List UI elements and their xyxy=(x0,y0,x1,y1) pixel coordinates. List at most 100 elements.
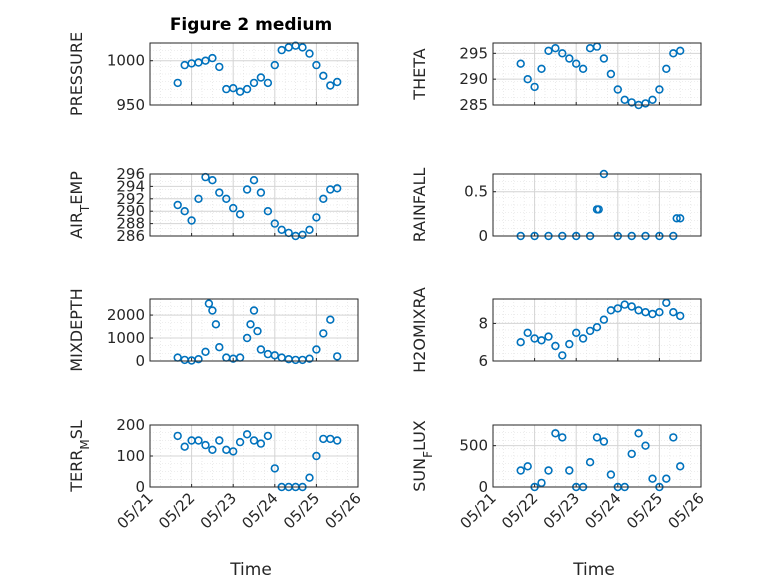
subplot-pressure: 950 1000 PRESSURE xyxy=(67,32,359,116)
y-axis-label: AIRTEMP xyxy=(67,171,92,239)
data-point xyxy=(530,82,539,92)
x-tick-label: 05/26 xyxy=(665,489,708,532)
x-tick-label: 05/23 xyxy=(540,489,583,532)
data-point xyxy=(211,320,221,329)
data-point xyxy=(648,474,657,483)
y-tick-label: 292 xyxy=(116,190,145,208)
x-tick-label: 05/23 xyxy=(197,489,240,532)
data-point xyxy=(201,56,210,65)
data-point xyxy=(655,85,664,94)
data-point xyxy=(319,71,328,81)
data-point xyxy=(578,334,588,343)
data-point xyxy=(571,59,581,68)
data-point xyxy=(669,49,678,58)
axes-box xyxy=(492,173,702,237)
data-point xyxy=(305,225,314,235)
data-point xyxy=(523,328,532,337)
subplot-theta: 285 290 295 THETA xyxy=(410,42,702,114)
x-tick-label: 05/24 xyxy=(238,489,281,532)
data-point xyxy=(173,200,182,210)
data-point xyxy=(675,46,685,55)
data-point xyxy=(312,213,321,222)
x-tick-label: 05/25 xyxy=(623,489,666,532)
data-point xyxy=(585,326,595,336)
y-tick-label: 100 xyxy=(116,447,145,465)
axes-box xyxy=(149,424,359,488)
data-point xyxy=(551,43,560,53)
data-point xyxy=(675,462,685,471)
y-tick-label: 285 xyxy=(459,96,488,114)
y-tick-label: 296 xyxy=(116,165,145,183)
data-point xyxy=(235,87,245,96)
data-point xyxy=(173,78,182,88)
data-point xyxy=(516,338,525,347)
data-point xyxy=(222,194,231,204)
data-point xyxy=(537,336,546,345)
data-point xyxy=(249,436,259,445)
y-tick-label: 286 xyxy=(116,227,145,245)
data-point xyxy=(599,315,609,324)
data-point xyxy=(326,81,335,90)
data-point xyxy=(256,73,266,82)
subplot-sun-flux: 05/2105/2205/2305/2405/2505/260500SUNFLU… xyxy=(410,420,708,532)
y-tick-label: 6 xyxy=(478,352,488,370)
y-tick-label: 0 xyxy=(135,478,145,496)
data-point xyxy=(662,64,671,74)
data-point xyxy=(675,214,685,223)
data-point xyxy=(571,328,581,337)
data-point xyxy=(333,77,342,87)
data-point xyxy=(201,347,210,356)
y-tick-label: 950 xyxy=(116,96,145,114)
data-point xyxy=(173,431,182,441)
data-point xyxy=(627,302,636,311)
data-point xyxy=(606,69,616,79)
data-point xyxy=(235,210,245,219)
data-point xyxy=(208,176,217,185)
data-point xyxy=(263,207,273,216)
data-point xyxy=(215,436,224,445)
data-point xyxy=(599,437,609,446)
subplot-terr-msl: 05/2105/2205/2305/2405/2505/260100200TER… xyxy=(67,416,365,532)
axes-box xyxy=(149,298,359,362)
x-tick-label: 05/26 xyxy=(322,489,365,532)
y-axis-label: MIXDEPTH xyxy=(67,288,86,371)
data-point xyxy=(544,466,553,475)
data-point xyxy=(208,306,217,315)
data-point xyxy=(672,214,681,223)
data-point xyxy=(242,185,252,194)
data-point xyxy=(578,64,588,74)
subplot-mixdepth: 0 1000 2000 MIXDEPTH xyxy=(67,288,359,372)
y-tick-label: 0.5 xyxy=(464,183,488,201)
data-point xyxy=(180,207,189,216)
data-point xyxy=(565,54,574,63)
data-point xyxy=(551,341,560,351)
data-point xyxy=(242,430,252,439)
data-point xyxy=(627,449,636,459)
data-point xyxy=(620,95,629,105)
data-point xyxy=(606,470,616,479)
data-point xyxy=(319,329,328,338)
data-point xyxy=(215,343,224,352)
y-tick-label: 290 xyxy=(116,202,145,220)
data-point xyxy=(326,315,335,324)
y-tick-label: 1000 xyxy=(107,329,145,347)
data-point xyxy=(592,433,602,442)
data-point xyxy=(627,98,636,107)
data-point xyxy=(235,437,245,447)
data-point xyxy=(229,203,238,213)
data-point xyxy=(544,46,553,55)
data-point xyxy=(229,83,238,93)
data-point xyxy=(613,304,622,313)
data-point xyxy=(655,308,664,317)
axes-box xyxy=(492,424,702,488)
data-point xyxy=(523,462,532,471)
data-point xyxy=(312,60,321,70)
y-axis-label: RAINFALL xyxy=(410,168,429,243)
data-point xyxy=(256,439,266,448)
data-point xyxy=(256,188,266,197)
data-point xyxy=(242,333,252,343)
data-point xyxy=(277,45,286,55)
